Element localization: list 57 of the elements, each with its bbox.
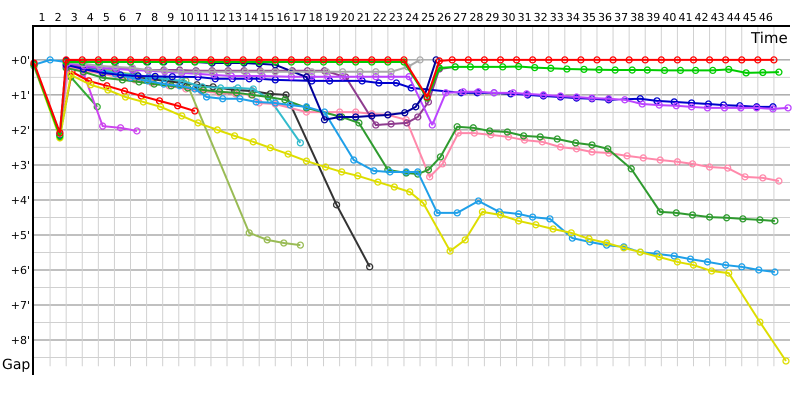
x-tick-label: 9 [167, 10, 174, 24]
y-tick-label: +4' [10, 194, 30, 207]
x-tick-label: 20 [340, 10, 355, 24]
x-tick-label: 22 [372, 10, 387, 24]
x-tick-label: 44 [726, 10, 741, 24]
x-tick-label: 24 [405, 10, 419, 24]
x-tick-label: 26 [437, 10, 452, 24]
x-tick-label: 41 [678, 10, 692, 24]
x-tick-label: 40 [662, 10, 676, 24]
x-tick-label: 38 [630, 10, 644, 24]
x-tick-label: 29 [485, 10, 500, 24]
x-tick-label: 45 [742, 10, 757, 24]
x-tick-label: 23 [388, 10, 403, 24]
x-tick-label: 31 [518, 10, 532, 24]
x-tick-label: 42 [694, 10, 709, 24]
x-tick-label: 11 [196, 10, 210, 24]
y-tick-label: +7' [10, 298, 30, 312]
x-tick-label: 37 [614, 10, 628, 24]
x-tick-label: 2 [54, 10, 62, 24]
x-tick-label: 27 [453, 10, 468, 24]
x-tick-label: 6 [118, 10, 126, 24]
x-tick-label: 39 [646, 10, 660, 24]
x-tick-label: 3 [70, 10, 78, 24]
x-tick-label: 17 [292, 10, 306, 24]
x-tick-label: 34 [566, 10, 580, 24]
x-tick-label: 5 [102, 10, 110, 24]
x-tick-label: 30 [502, 10, 516, 24]
x-tick-label: 16 [276, 10, 290, 24]
x-tick-label: 8 [151, 10, 158, 24]
x-tick-label: 43 [710, 10, 725, 24]
y-tick-label: +2' [10, 124, 30, 137]
y-tick-label: +5' [10, 228, 30, 242]
x-tick-label: 46 [758, 10, 773, 24]
x-axis-title: Time [750, 29, 788, 47]
x-tick-label: 28 [469, 10, 484, 24]
y-tick-label: +0' [10, 54, 30, 67]
x-tick-label: 10 [180, 10, 194, 24]
x-tick-label: 4 [86, 10, 94, 24]
x-tick-label: 15 [260, 10, 274, 24]
y-axis-title: Gap [2, 357, 30, 373]
y-tick-label: +6' [10, 264, 30, 277]
y-tick-label: +3' [10, 158, 30, 172]
x-tick-label: 33 [550, 10, 564, 24]
x-tick-label: 25 [421, 10, 436, 24]
x-tick-label: 36 [598, 10, 612, 24]
y-tick-label: +1' [10, 88, 30, 102]
x-tick-label: 13 [228, 10, 242, 24]
y-tick-label: +8' [10, 334, 30, 347]
x-tick-label: 21 [356, 10, 371, 24]
x-tick-label: 18 [308, 10, 322, 24]
x-tick-label: 14 [244, 10, 258, 24]
x-tick-label: 19 [324, 10, 339, 24]
x-tick-label: 32 [534, 10, 548, 24]
x-tick-label: 7 [135, 10, 142, 24]
x-tick-label: 35 [582, 10, 596, 24]
x-tick-label: 12 [212, 10, 226, 24]
x-tick-label: 1 [38, 10, 46, 24]
